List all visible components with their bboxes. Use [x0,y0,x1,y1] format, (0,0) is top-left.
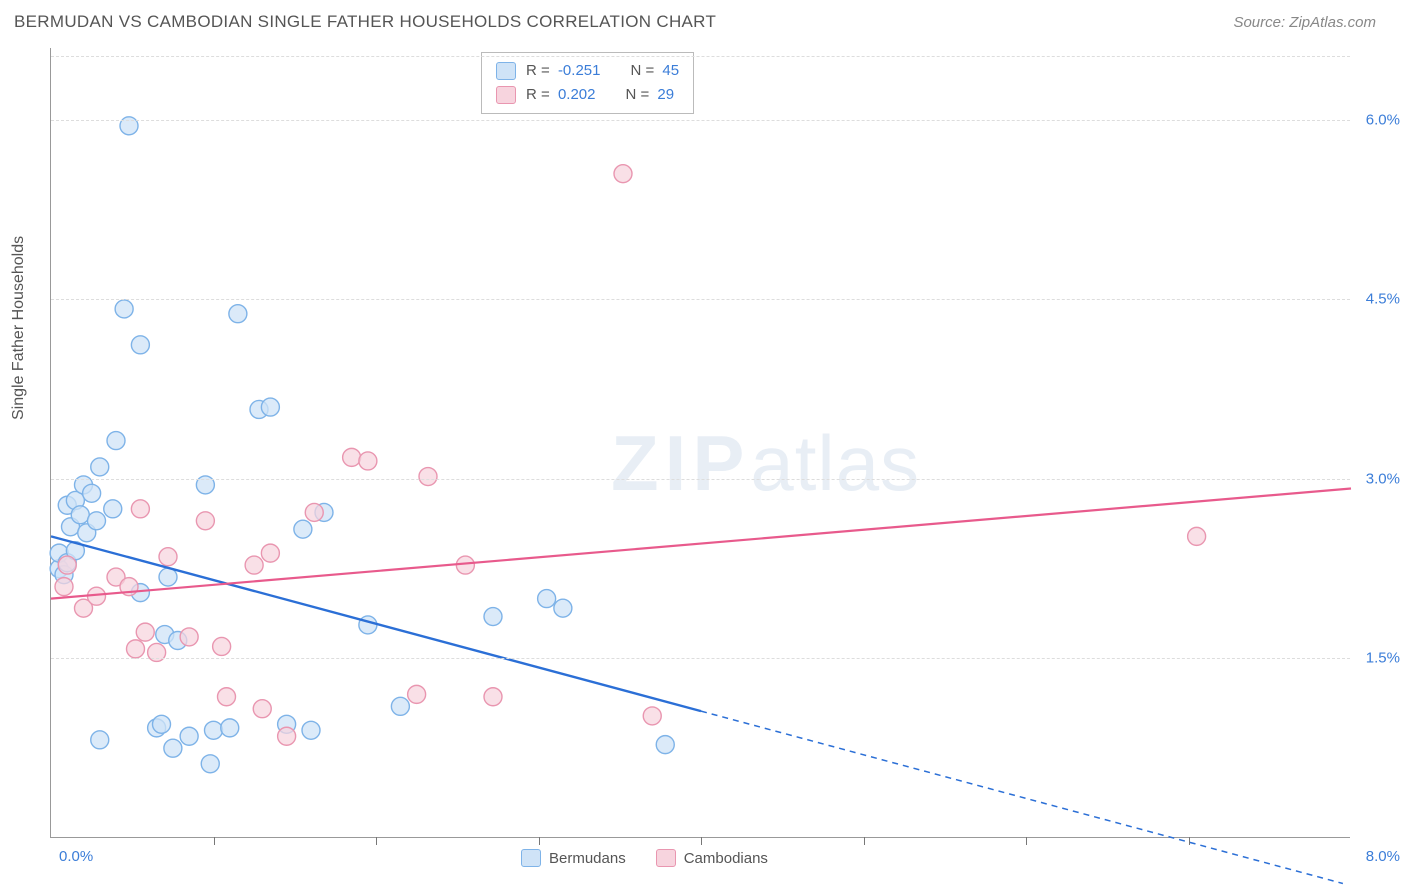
scatter-point [136,623,154,641]
scatter-point [55,578,73,596]
scatter-point [71,506,89,524]
scatter-point [201,755,219,773]
scatter-point [131,336,149,354]
legend-r-label: R = -0.251 [526,59,600,83]
scatter-point [245,556,263,574]
scatter-point [253,700,271,718]
scatter-point [153,715,171,733]
x-max-label: 8.0% [1366,848,1400,865]
legend-swatch [521,849,541,867]
scatter-point [419,468,437,486]
trend-line [51,488,1351,598]
scatter-point [159,568,177,586]
scatter-point [302,721,320,739]
legend-label: Bermudans [549,850,626,867]
y-tick-label: 4.5% [1366,291,1400,308]
scatter-point [107,432,125,450]
scatter-point [164,739,182,757]
scatter-point [221,719,239,737]
scatter-plot-svg [51,48,1350,837]
scatter-point [359,452,377,470]
trend-line-extrapolated [701,711,1343,883]
correlation-legend: R = -0.251 N = 45 R = 0.202 N = 29 [481,52,694,114]
scatter-point [484,608,502,626]
scatter-point [104,500,122,518]
x-tick [864,837,865,845]
gridline [51,658,1350,659]
scatter-point [131,500,149,518]
y-axis-label: Single Father Households [10,236,28,420]
gridline [51,120,1350,121]
scatter-point [91,731,109,749]
y-tick-label: 3.0% [1366,470,1400,487]
scatter-point [91,458,109,476]
gridline [51,299,1350,300]
legend-swatch [656,849,676,867]
scatter-point [343,448,361,466]
legend-swatch [496,86,516,104]
y-tick-label: 1.5% [1366,650,1400,667]
legend-n-label: N = 45 [630,59,679,83]
scatter-point [656,736,674,754]
scatter-point [391,697,409,715]
x-tick [539,837,540,845]
x-origin-label: 0.0% [59,848,93,865]
legend-item: Cambodians [656,849,768,867]
x-tick [376,837,377,845]
scatter-point [1188,527,1206,545]
scatter-point [261,544,279,562]
scatter-point [159,548,177,566]
legend-label: Cambodians [684,850,768,867]
scatter-point [180,727,198,745]
scatter-point [408,685,426,703]
legend-n-label: N = 29 [625,83,674,107]
legend-row: R = 0.202 N = 29 [496,83,679,107]
legend-swatch [496,62,516,80]
legend-row: R = -0.251 N = 45 [496,59,679,83]
scatter-point [554,599,572,617]
chart-source: Source: ZipAtlas.com [1233,14,1376,31]
x-tick [701,837,702,845]
gridline [51,479,1350,480]
x-tick [1026,837,1027,845]
scatter-point [218,688,236,706]
scatter-point [180,628,198,646]
scatter-point [614,165,632,183]
scatter-point [115,300,133,318]
series-legend: Bermudans Cambodians [521,849,768,867]
chart-header: BERMUDAN VS CAMBODIAN SINGLE FATHER HOUS… [0,0,1406,40]
scatter-point [127,640,145,658]
y-tick-label: 6.0% [1366,111,1400,128]
legend-r-label: R = 0.202 [526,83,595,107]
scatter-point [261,398,279,416]
scatter-point [278,727,296,745]
scatter-point [196,512,214,530]
scatter-point [294,520,312,538]
scatter-point [643,707,661,725]
x-tick [214,837,215,845]
chart-title: BERMUDAN VS CAMBODIAN SINGLE FATHER HOUS… [14,12,716,32]
gridline [51,56,1350,57]
x-tick [1189,837,1190,845]
scatter-point [205,721,223,739]
scatter-point [83,484,101,502]
scatter-point [88,512,106,530]
legend-item: Bermudans [521,849,626,867]
chart-plot-area: ZIPatlas R = -0.251N = 45R = 0.202N = 29… [50,48,1350,838]
scatter-point [58,556,76,574]
scatter-point [484,688,502,706]
scatter-point [213,637,231,655]
scatter-point [305,503,323,521]
scatter-point [538,590,556,608]
scatter-point [229,305,247,323]
